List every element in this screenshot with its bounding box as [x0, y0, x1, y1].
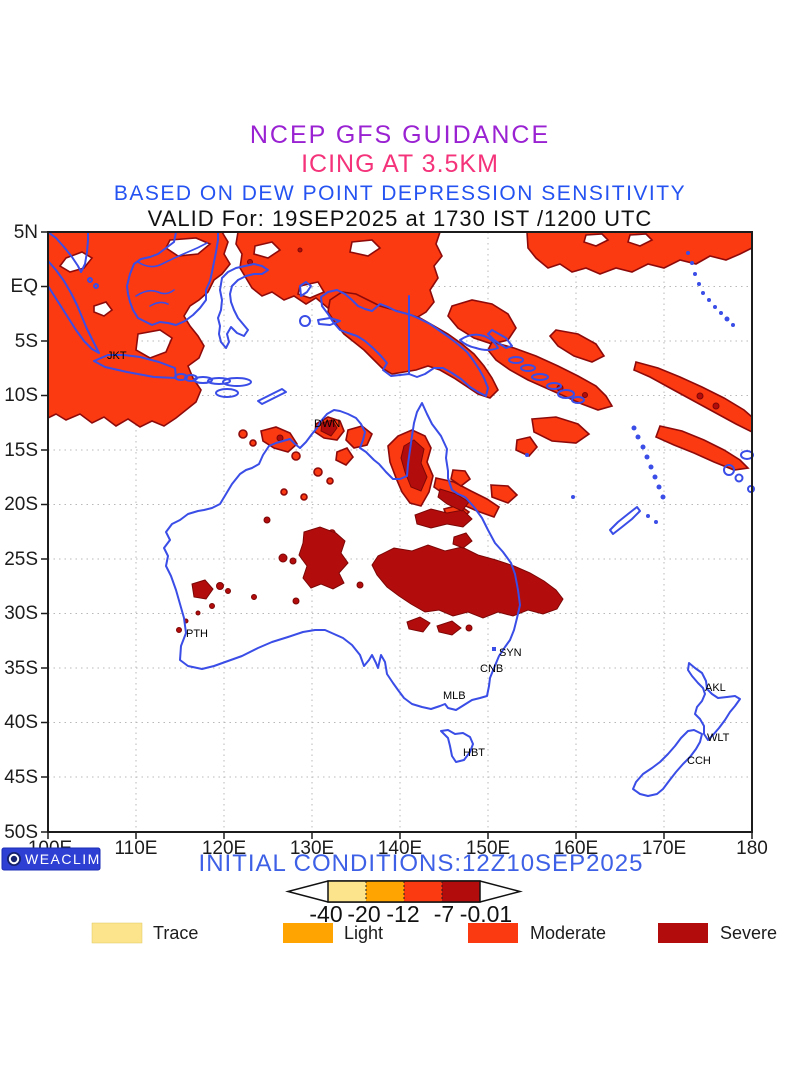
lon-label: 130E	[290, 838, 334, 859]
scale-value: -7	[434, 901, 454, 927]
halmahera-coast	[299, 281, 312, 297]
lat-label: 15S	[4, 440, 38, 461]
borneo-river	[135, 289, 175, 307]
micronesia-island-dots	[525, 251, 735, 499]
coastlines	[47, 231, 755, 797]
nz-south-island	[632, 729, 703, 797]
valid-time-line: VALID For: 19SEP2025 at 1730 IST /1200 U…	[147, 206, 653, 231]
page-subtitle: ICING AT 3.5KM	[301, 150, 499, 178]
legend-swatch-light	[283, 923, 333, 943]
lat-label: 50S	[4, 822, 38, 843]
lon-label: 160E	[554, 838, 598, 859]
legend-label-trace: Trace	[153, 923, 198, 943]
severity-legend: Trace Light Moderate Severe	[91, 922, 777, 944]
lat-label: 25S	[4, 549, 38, 570]
colorbar: -40 -20 -12 -7 -0.01	[285, 880, 523, 927]
timor-coast	[257, 388, 287, 405]
colorbar-cell-severe	[442, 881, 480, 902]
city-marker-syn	[492, 647, 496, 651]
lat-label: 5S	[15, 331, 38, 352]
borneo-coast	[126, 231, 219, 326]
buru-island	[299, 315, 311, 327]
icing-moderate-layer	[47, 231, 753, 537]
weaclim-logo-text: WEACLIM	[25, 851, 101, 867]
lon-label: 110E	[115, 838, 158, 859]
legend-swatch-trace	[91, 922, 143, 944]
colorbar-cell-moderate	[404, 881, 442, 902]
lat-label: 45S	[4, 767, 38, 788]
city-label-akl: AKL	[705, 682, 726, 694]
malay-peninsula-coast	[47, 231, 89, 273]
tasmania-coast	[440, 729, 474, 763]
legend-label-light: Light	[344, 923, 383, 943]
lon-label: 170E	[642, 838, 686, 859]
scale-value: -20	[347, 901, 380, 927]
scale-value: -0.01	[460, 901, 512, 927]
lon-label: 140E	[378, 838, 422, 859]
city-label-dwn: DWN	[314, 418, 340, 430]
page-title: NCEP GFS GUIDANCE	[249, 121, 551, 149]
lat-label: 40S	[4, 712, 38, 733]
legend-label-moderate: Moderate	[530, 923, 606, 943]
colorbar-cell-trace	[328, 881, 366, 902]
city-label-cnb: CNB	[480, 663, 503, 675]
nz-north-island	[687, 662, 741, 741]
city-labels: JKT DWN PTH SYN CNB MLB HBT AKL WLT CCH	[107, 350, 730, 767]
colorbar-scale-values: -40 -20 -12 -7 -0.01	[309, 901, 512, 927]
lon-axis-labels: 100E 110E 120E 130E 140E 150E 160E 170E …	[28, 838, 768, 859]
sulawesi-coast	[217, 263, 269, 349]
plot-frame	[41, 231, 753, 839]
city-label-jkt: JKT	[107, 350, 127, 362]
city-label-mlb: MLB	[443, 690, 466, 702]
icing-severe-layer	[176, 247, 720, 636]
lat-label: 30S	[4, 603, 38, 624]
legend-swatch-severe	[658, 923, 708, 943]
city-label-cch: CCH	[687, 755, 711, 767]
scale-value: -40	[309, 901, 342, 927]
city-label-pth: PTH	[186, 628, 208, 640]
new-britain-coast	[459, 333, 499, 351]
method-line: BASED ON DEW POINT DEPRESSION SENSITIVIT…	[113, 182, 687, 205]
java-coast	[93, 354, 177, 379]
lat-axis-labels: 5N EQ 5S 10S 15S 20S 25S 30S 35S 40S 45S…	[4, 222, 38, 843]
lesser-sunda-islands	[174, 373, 287, 405]
colorbar-cell-light	[366, 881, 404, 902]
solomon-islands	[508, 356, 585, 404]
lat-label: 5N	[14, 222, 38, 243]
weaclim-logo[interactable]: WEACLIM	[1, 847, 101, 871]
lat-label: EQ	[11, 276, 38, 297]
lon-label: 150E	[466, 838, 510, 859]
borneo-border	[137, 242, 208, 268]
lat-label: 20S	[4, 494, 38, 515]
new-ireland-coast	[487, 329, 513, 349]
lat-label: 10S	[4, 385, 38, 406]
initial-conditions-line: INITIAL CONDITIONS:12Z10SEP2025	[199, 850, 644, 877]
australia-coast	[163, 402, 521, 711]
legend-swatch-moderate	[468, 923, 518, 943]
lon-label: 120E	[202, 838, 246, 859]
city-label-hbt: HBT	[463, 747, 485, 759]
vanuatu-islands	[631, 425, 666, 524]
seram-coast	[317, 317, 341, 326]
legend-label-severe: Severe	[720, 923, 777, 943]
lon-label: 180	[736, 838, 768, 859]
scale-value: -12	[386, 901, 419, 927]
lat-label: 35S	[4, 658, 38, 679]
new-guinea-coast	[320, 289, 489, 397]
city-label-syn: SYN	[499, 647, 522, 659]
sumatra-coast	[47, 260, 100, 354]
new-caledonia-coast	[609, 506, 641, 535]
city-label-wlt: WLT	[707, 732, 730, 744]
